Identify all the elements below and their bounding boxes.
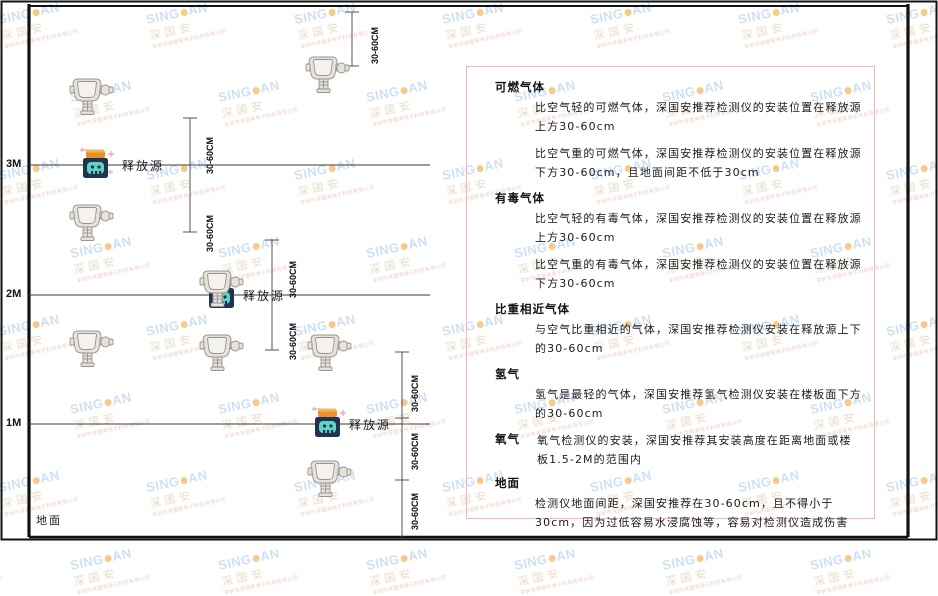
panel-section: 比重相近气体与空气比重相近的气体，深国安推荐检测仪安装在释放源上下的30-60c… [481, 301, 862, 358]
release-source-label: 释放源 [122, 159, 165, 173]
panel-section: 氧气 氧气检测仪的安装，深国安推荐其安装高度在距离地面或楼板1.5-2M的范围内 [481, 431, 862, 469]
panel-section-body: 比空气重的有毒气体，深国安推荐检测仪的安装位置在释放源下方30-60cm [535, 258, 862, 290]
panel-section-body: 与空气比重相近的气体，深国安推荐检测仪安装在释放源上下的30-60cm [535, 323, 862, 355]
panel-section-body: 检测仪地面间距，深国安推荐在30-60cm，且不得小于30cm，因为过低容易水浸… [535, 497, 849, 529]
gas-detector-icon [64, 70, 120, 123]
panel-section-body: 氧气检测仪的安装，深国安推荐其安装高度在距离地面或楼板1.5-2M的范围内 [537, 434, 852, 466]
ground-label: 地面 [36, 514, 62, 527]
panel-section: 有毒气体比空气轻的有毒气体，深国安推荐检测仪的安装位置在释放源上方30-60cm… [481, 190, 862, 293]
panel-section-title: 可燃气体 [495, 80, 545, 94]
panel-section: 氢气氢气是最轻的气体，深国安推荐氢气检测仪安装在楼板面下方的30-60cm [481, 366, 862, 423]
dimension-label: 30-60CM [288, 322, 298, 360]
level-label-2m: 2M [6, 288, 22, 300]
panel-section: 可燃气体比空气轻的可燃气体，深国安推荐检测仪的安装位置在释放源上方30-60cm… [481, 79, 862, 182]
release-source-icon [74, 146, 118, 191]
panel-section: 地面检测仪地面间距，深国安推荐在30-60cm，且不得小于30cm，因为过低容易… [481, 475, 862, 532]
level-label-1m: 1M [6, 417, 22, 429]
dimension-label: 30-60CM [205, 136, 215, 174]
gas-detector-icon [302, 326, 358, 379]
panel-section-title: 地面 [495, 476, 520, 490]
release-source-label: 释放源 [243, 289, 286, 303]
dimension-label: 30-60CM [205, 214, 215, 252]
panel-section-body: 比空气重的可燃气体，深国安推荐检测仪的安装位置在释放源下方30-60cm，且地面… [535, 147, 862, 179]
panel-section-title: 比重相近气体 [495, 302, 570, 316]
dimension-label: 30-60CM [288, 260, 298, 298]
gas-detector-icon [64, 196, 120, 249]
gas-detector-icon [300, 48, 356, 101]
dimension-label: 30-60CM [370, 26, 380, 64]
dimension-label: 30-60CM [410, 374, 420, 412]
gas-detector-icon [194, 262, 250, 315]
gas-detector-icon [302, 452, 358, 505]
panel-section-title: 有毒气体 [495, 191, 545, 205]
panel-section-body: 氢气是最轻的气体，深国安推荐氢气检测仪安装在楼板面下方的30-60cm [535, 388, 862, 420]
panel-section-body: 比空气轻的可燃气体，深国安推荐检测仪的安装位置在释放源上方30-60cm [535, 101, 862, 133]
panel-section-title: 氧气 [495, 432, 520, 446]
release-source-icon [306, 405, 350, 450]
dimension-label: 30-60CM [410, 492, 420, 530]
gas-detector-icon [194, 326, 250, 379]
info-panel: 可燃气体比空气轻的可燃气体，深国安推荐检测仪的安装位置在释放源上方30-60cm… [466, 66, 875, 529]
panel-section-body: 比空气轻的有毒气体，深国安推荐检测仪的安装位置在释放源上方30-60cm [535, 212, 862, 244]
release-source-label: 释放源 [349, 418, 392, 432]
gas-detector-icon [64, 322, 120, 375]
level-label-3m: 3M [6, 158, 22, 170]
panel-section-title: 氢气 [495, 367, 520, 381]
dimension-label: 30-60CM [410, 432, 420, 470]
